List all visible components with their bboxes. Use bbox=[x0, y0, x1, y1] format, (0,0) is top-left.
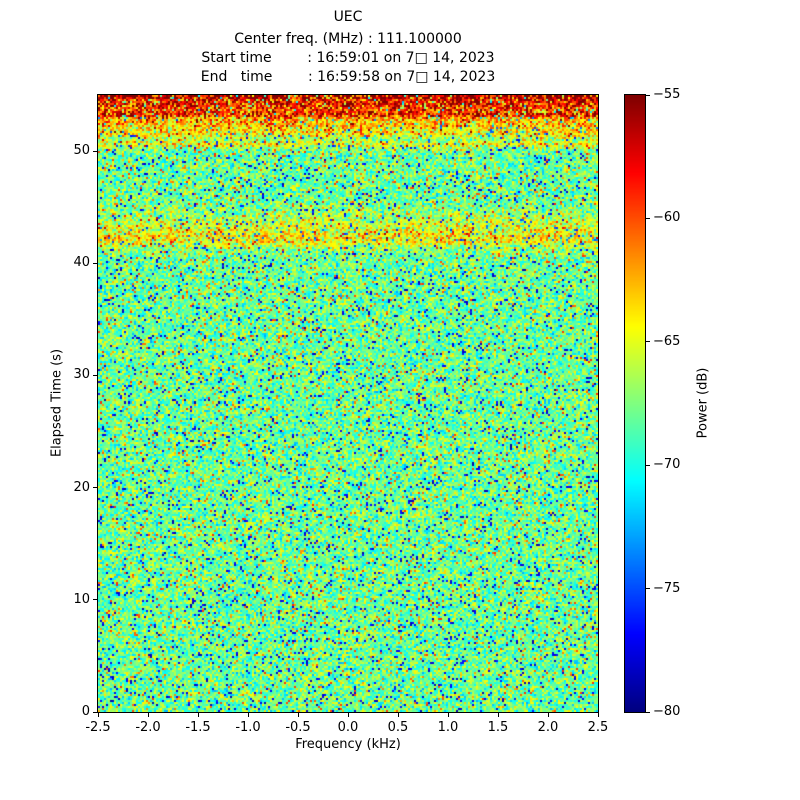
x-tick-mark bbox=[497, 713, 499, 717]
subtitle-start-time: Start time : 16:59:01 on 7□ 14, 2023 bbox=[201, 50, 495, 66]
colorbar-tick-label: −70 bbox=[653, 457, 681, 473]
colorbar-tick-label: −75 bbox=[653, 580, 681, 596]
y-tick-label: 30 bbox=[73, 367, 90, 383]
x-tick-mark bbox=[97, 713, 99, 717]
x-tick-label: 1.0 bbox=[437, 720, 459, 735]
x-tick-label: 1.5 bbox=[487, 720, 509, 735]
x-tick-mark bbox=[447, 713, 449, 717]
x-tick-label: -2.5 bbox=[85, 720, 111, 735]
x-tick-label: 0.5 bbox=[387, 720, 409, 735]
colorbar-tick-label: −55 bbox=[653, 87, 681, 102]
y-tick-mark bbox=[93, 150, 97, 152]
x-tick-label: -0.5 bbox=[285, 720, 311, 735]
y-tick-mark bbox=[93, 599, 97, 601]
y-tick-label: 40 bbox=[73, 255, 90, 271]
colorbar-gradient bbox=[624, 94, 646, 713]
colorbar-tick-label: −80 bbox=[653, 704, 681, 719]
colorbar-tick-mark bbox=[646, 341, 650, 343]
x-tick-mark bbox=[597, 713, 599, 717]
colorbar-tick-mark bbox=[646, 464, 650, 466]
x-tick-mark bbox=[247, 713, 249, 717]
colorbar-tick-label: −65 bbox=[653, 333, 681, 349]
y-tick-label: 20 bbox=[73, 479, 90, 495]
y-tick-label: 10 bbox=[73, 591, 90, 607]
x-axis-label: Frequency (kHz) bbox=[295, 737, 401, 752]
y-tick-mark bbox=[93, 711, 97, 713]
colorbar-tick-mark bbox=[646, 711, 650, 713]
colorbar-tick-mark bbox=[646, 588, 650, 590]
subtitle-center-freq: Center freq. (MHz) : 111.100000 bbox=[234, 31, 462, 47]
x-tick-label: -1.5 bbox=[185, 720, 211, 735]
x-tick-mark bbox=[297, 713, 299, 717]
x-tick-mark bbox=[547, 713, 549, 717]
y-tick-mark bbox=[93, 374, 97, 376]
y-tick-label: 50 bbox=[73, 143, 90, 159]
y-tick-label: 0 bbox=[81, 704, 90, 719]
chart-subtitle: Center freq. (MHz) : 111.100000 Start tim… bbox=[98, 30, 598, 87]
x-tick-mark bbox=[197, 713, 199, 717]
x-tick-label: 2.0 bbox=[537, 720, 559, 735]
x-tick-mark bbox=[347, 713, 349, 717]
colorbar-tick-mark bbox=[646, 94, 650, 96]
colorbar-label: Power (dB) bbox=[695, 367, 711, 439]
subtitle-end-time: End time : 16:59:58 on 7□ 14, 2023 bbox=[200, 69, 496, 85]
y-tick-mark bbox=[93, 487, 97, 489]
y-axis-label: Elapsed Time (s) bbox=[49, 348, 65, 458]
colorbar-tick-label: −60 bbox=[653, 210, 681, 226]
chart-title: UEC bbox=[333, 9, 363, 25]
y-tick-mark bbox=[93, 262, 97, 264]
x-tick-label: -1.0 bbox=[235, 720, 261, 735]
x-tick-label: 0.0 bbox=[337, 720, 359, 735]
x-tick-mark bbox=[147, 713, 149, 717]
x-tick-mark bbox=[397, 713, 399, 717]
spectrogram-heatmap bbox=[97, 94, 599, 713]
x-tick-label: -2.0 bbox=[135, 720, 161, 735]
x-tick-label: 2.5 bbox=[587, 720, 609, 735]
colorbar-tick-mark bbox=[646, 217, 650, 219]
